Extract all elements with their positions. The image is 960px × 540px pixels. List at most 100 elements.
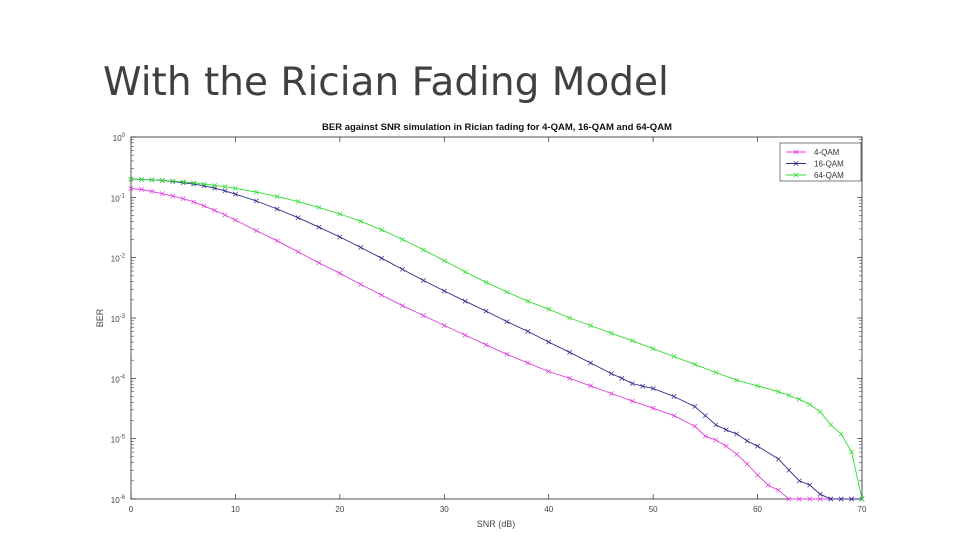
data-point [420, 247, 426, 253]
data-point [650, 385, 656, 391]
data-point [483, 342, 489, 348]
y-tick-exponent: -3 [120, 314, 126, 320]
y-tick-label: 10-2 [111, 254, 126, 264]
data-point [525, 328, 531, 334]
data-point [619, 375, 625, 381]
data-point [807, 401, 813, 407]
data-point [337, 234, 343, 240]
data-point [525, 360, 531, 366]
data-point [650, 405, 656, 411]
data-point [755, 443, 761, 449]
y-axis-label: BER [95, 308, 105, 327]
x-tick-label: 70 [858, 505, 867, 514]
series-16-qam [128, 176, 865, 502]
data-point [504, 319, 510, 325]
data-point [567, 349, 573, 355]
data-point [149, 189, 155, 194]
data-point [170, 193, 176, 199]
data-point [149, 177, 155, 183]
x-tick-label: 10 [231, 505, 240, 514]
data-point [796, 396, 802, 402]
series-line [130, 188, 862, 500]
data-point [316, 260, 322, 266]
data-point [253, 198, 259, 204]
data-point [159, 177, 165, 183]
data-point [671, 413, 677, 419]
data-point [180, 196, 186, 202]
x-tick-label: 30 [440, 505, 449, 514]
data-point [180, 179, 186, 185]
data-point [504, 351, 510, 357]
y-tick-exponent: -1 [120, 193, 126, 199]
data-point [462, 298, 468, 304]
data-point [838, 431, 844, 437]
data-point [483, 279, 489, 285]
data-point [295, 215, 301, 221]
legend: 4-QAM 16-QAM 64-QAM [779, 142, 862, 182]
data-point [640, 383, 646, 389]
plot-area-frame [130, 136, 863, 500]
data-point [828, 496, 834, 502]
data-point [358, 281, 364, 287]
y-tick-label: 10-1 [111, 193, 126, 203]
data-point [744, 438, 750, 444]
data-point [295, 249, 301, 255]
x-tick-label: 60 [753, 505, 762, 514]
data-point [379, 292, 385, 298]
data-point [796, 478, 802, 484]
data-point [420, 277, 426, 283]
data-point [462, 269, 468, 275]
data-point [776, 487, 781, 493]
data-point [253, 189, 259, 195]
data-point [462, 332, 468, 338]
data-point [786, 467, 792, 473]
data-point [180, 180, 186, 186]
data-point [817, 491, 823, 497]
y-tick-label: 10-4 [111, 374, 126, 384]
data-point [201, 203, 207, 209]
data-point [734, 377, 740, 383]
data-point [608, 330, 614, 336]
data-point [702, 433, 708, 439]
data-point [608, 391, 614, 396]
y-tick-base: 10 [111, 436, 120, 445]
data-point [400, 237, 405, 242]
y-tick-exponent: 0 [122, 133, 126, 139]
series-line [130, 178, 863, 500]
data-point [483, 308, 489, 314]
data-point [793, 149, 799, 155]
data-point [316, 224, 322, 230]
legend-label: 4-QAM [814, 148, 840, 157]
data-point [337, 211, 343, 217]
data-point [525, 298, 531, 304]
data-point [744, 461, 750, 467]
data-point [504, 289, 510, 295]
data-point [253, 228, 259, 234]
data-point [274, 206, 280, 212]
data-point [232, 217, 238, 223]
slide-title: With the Rician Fading Model [103, 60, 669, 103]
legend-label: 16-QAM [814, 160, 844, 169]
data-point [201, 181, 207, 187]
data-point [765, 482, 771, 488]
data-point [420, 313, 426, 318]
data-point [191, 199, 197, 205]
y-tick-label: 10-6 [111, 495, 126, 505]
y-tick-base: 10 [111, 315, 120, 324]
data-point [650, 346, 656, 352]
y-tick-exponent: -6 [120, 495, 126, 501]
data-point [232, 185, 238, 191]
data-point [400, 303, 405, 309]
data-point [567, 315, 573, 321]
data-point [379, 255, 385, 261]
data-point [671, 394, 677, 399]
data-point [138, 176, 144, 182]
data-point [713, 422, 719, 428]
data-point [222, 212, 228, 218]
data-point [817, 409, 823, 415]
data-point [734, 451, 740, 457]
data-point [723, 443, 729, 449]
data-point [128, 176, 134, 182]
data-point [191, 180, 197, 186]
y-tick-exponent: -4 [120, 374, 126, 380]
